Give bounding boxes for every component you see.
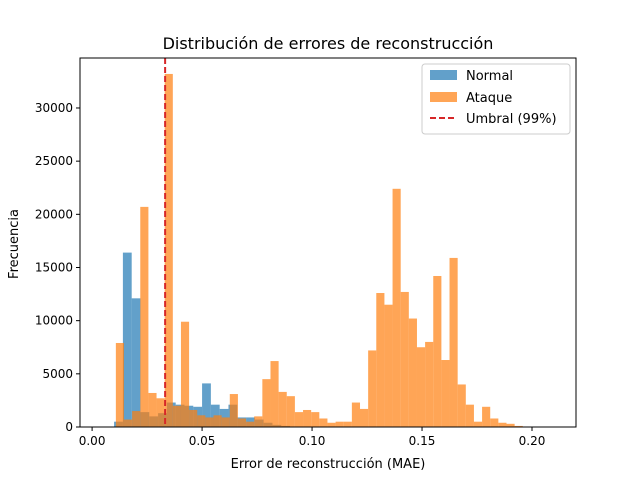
bar-ataque bbox=[408, 318, 417, 427]
x-tick-label: 0.10 bbox=[299, 434, 326, 448]
axes-frame bbox=[79, 57, 577, 428]
bar-ataque bbox=[311, 412, 320, 427]
y-tick-label: 30000 bbox=[35, 101, 73, 115]
bar-ataque bbox=[132, 411, 141, 427]
bar-ataque bbox=[254, 416, 263, 427]
x-tick-label: 0.20 bbox=[519, 434, 546, 448]
bar-ataque bbox=[294, 412, 304, 427]
bar-ataque bbox=[343, 421, 352, 427]
bar-ataque bbox=[482, 406, 491, 427]
bar-ataque bbox=[360, 408, 369, 427]
bar-ataque bbox=[400, 291, 409, 427]
bar-ataque bbox=[368, 350, 377, 427]
bar-ataque bbox=[262, 379, 271, 427]
axes: 0.00 0.05 0.10 0.15 0.20 0 5000 10000 15000 20000… bbox=[35, 57, 577, 448]
bar-ataque bbox=[384, 304, 393, 427]
x-tick-label: 0.15 bbox=[409, 434, 436, 448]
y-tick-label: 0 bbox=[65, 420, 73, 434]
bar-ataque bbox=[416, 347, 426, 427]
bar-ataque bbox=[180, 321, 190, 427]
bar-ataque bbox=[335, 421, 344, 427]
y-axis-label: Frecuencia bbox=[7, 209, 22, 279]
bar-normal bbox=[131, 298, 141, 427]
legend-label-umbral: Umbral (99%) bbox=[466, 112, 557, 127]
bar-ataque bbox=[140, 206, 149, 427]
bar-ataque bbox=[376, 293, 385, 427]
x-tick-label: 0.00 bbox=[79, 434, 106, 448]
bar-ataque bbox=[465, 404, 474, 427]
bar-ataque bbox=[278, 391, 287, 427]
bar-ataque bbox=[246, 421, 255, 427]
bar-ataque bbox=[189, 409, 198, 427]
y-tick-label: 25000 bbox=[35, 154, 73, 168]
bar-ataque bbox=[473, 421, 483, 427]
legend-label-ataque: Ataque bbox=[466, 91, 512, 106]
bar-ataque bbox=[123, 419, 133, 427]
bar-ataque bbox=[506, 423, 515, 427]
bar-ataque bbox=[514, 425, 523, 427]
legend-swatch-ataque bbox=[430, 92, 457, 102]
bar-ataque bbox=[205, 417, 214, 427]
legend-swatch-normal bbox=[430, 70, 457, 80]
legend: Normal Ataque Umbral (99%) bbox=[421, 63, 571, 135]
chart-title: Distribución de errores de reconstrucció… bbox=[163, 34, 494, 53]
y-tick-label: 15000 bbox=[35, 260, 73, 274]
bar-ataque bbox=[457, 384, 466, 427]
bar-ataque bbox=[221, 417, 230, 427]
bar-ataque bbox=[237, 418, 247, 427]
bar-ataque bbox=[319, 418, 328, 427]
bar-ataque bbox=[286, 396, 295, 427]
y-tick-label: 10000 bbox=[35, 314, 73, 328]
bar-ataque bbox=[449, 257, 458, 427]
bar-ataque bbox=[351, 402, 361, 427]
bar-ataque bbox=[490, 418, 499, 427]
bar-ataque bbox=[303, 409, 312, 427]
bar-ataque bbox=[148, 392, 157, 427]
legend-label-normal: Normal bbox=[466, 69, 513, 84]
legend-frame bbox=[421, 63, 571, 135]
bar-ataque bbox=[213, 415, 222, 427]
bar-ataque bbox=[425, 341, 434, 427]
bar-ataque bbox=[392, 188, 401, 427]
bar-ataque bbox=[327, 422, 336, 427]
bar-ataque bbox=[229, 394, 238, 427]
plot-area bbox=[114, 58, 523, 427]
bar-normal bbox=[122, 252, 132, 427]
bar-ataque bbox=[197, 415, 206, 427]
bar-ataque bbox=[115, 342, 124, 427]
bar-ataque bbox=[164, 73, 173, 427]
bar-ataque bbox=[498, 422, 507, 427]
x-axis-label: Error de reconstrucción (MAE) bbox=[231, 457, 426, 472]
x-tick-label: 0.05 bbox=[189, 434, 216, 448]
y-tick-label: 20000 bbox=[35, 207, 73, 221]
bar-ataque bbox=[433, 275, 442, 427]
bar-ataque bbox=[156, 398, 165, 427]
bar-ataque bbox=[172, 405, 181, 427]
y-tick-label: 5000 bbox=[42, 367, 73, 381]
bar-ataque bbox=[441, 360, 450, 427]
bar-normal bbox=[202, 383, 211, 427]
bar-ataque bbox=[270, 361, 279, 427]
